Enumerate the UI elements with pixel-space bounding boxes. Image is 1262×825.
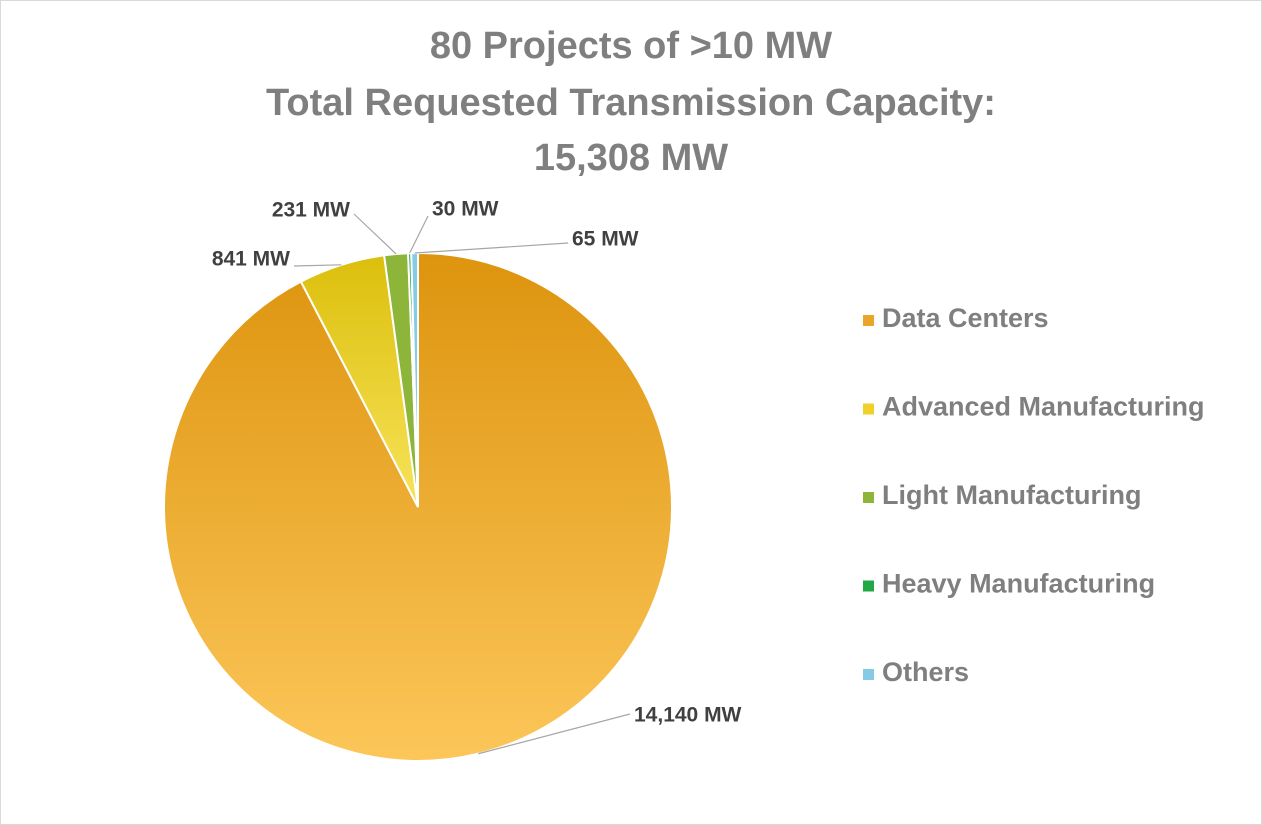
legend-marker [863,580,874,592]
data-label: 841 MW [212,248,290,271]
legend-marker [863,315,874,326]
leader-line [409,215,429,254]
legend-marker [863,492,874,503]
legend-marker [863,403,874,415]
chart-title: 80 Projects of >10 MW [430,25,832,67]
data-label: 231 MW [272,199,350,222]
legend-label: Heavy Manufacturing [882,569,1155,599]
legend-label: Others [882,657,969,687]
legend-marker [863,669,874,680]
legend-label: Advanced Manufacturing [882,392,1205,422]
leader-line [353,213,397,255]
data-label: 14,140 MW [634,704,742,727]
chart-title: Total Requested Transmission Capacity: [266,82,996,124]
legend-label: Data Centers [882,303,1049,333]
data-label: 65 MW [572,228,639,251]
leader-line [414,242,569,254]
leader-line [478,713,631,755]
chart-title: 15,308 MW [534,137,728,179]
leader-line [293,264,342,267]
data-label: 30 MW [432,198,499,221]
legend-label: Light Manufacturing [882,480,1141,510]
